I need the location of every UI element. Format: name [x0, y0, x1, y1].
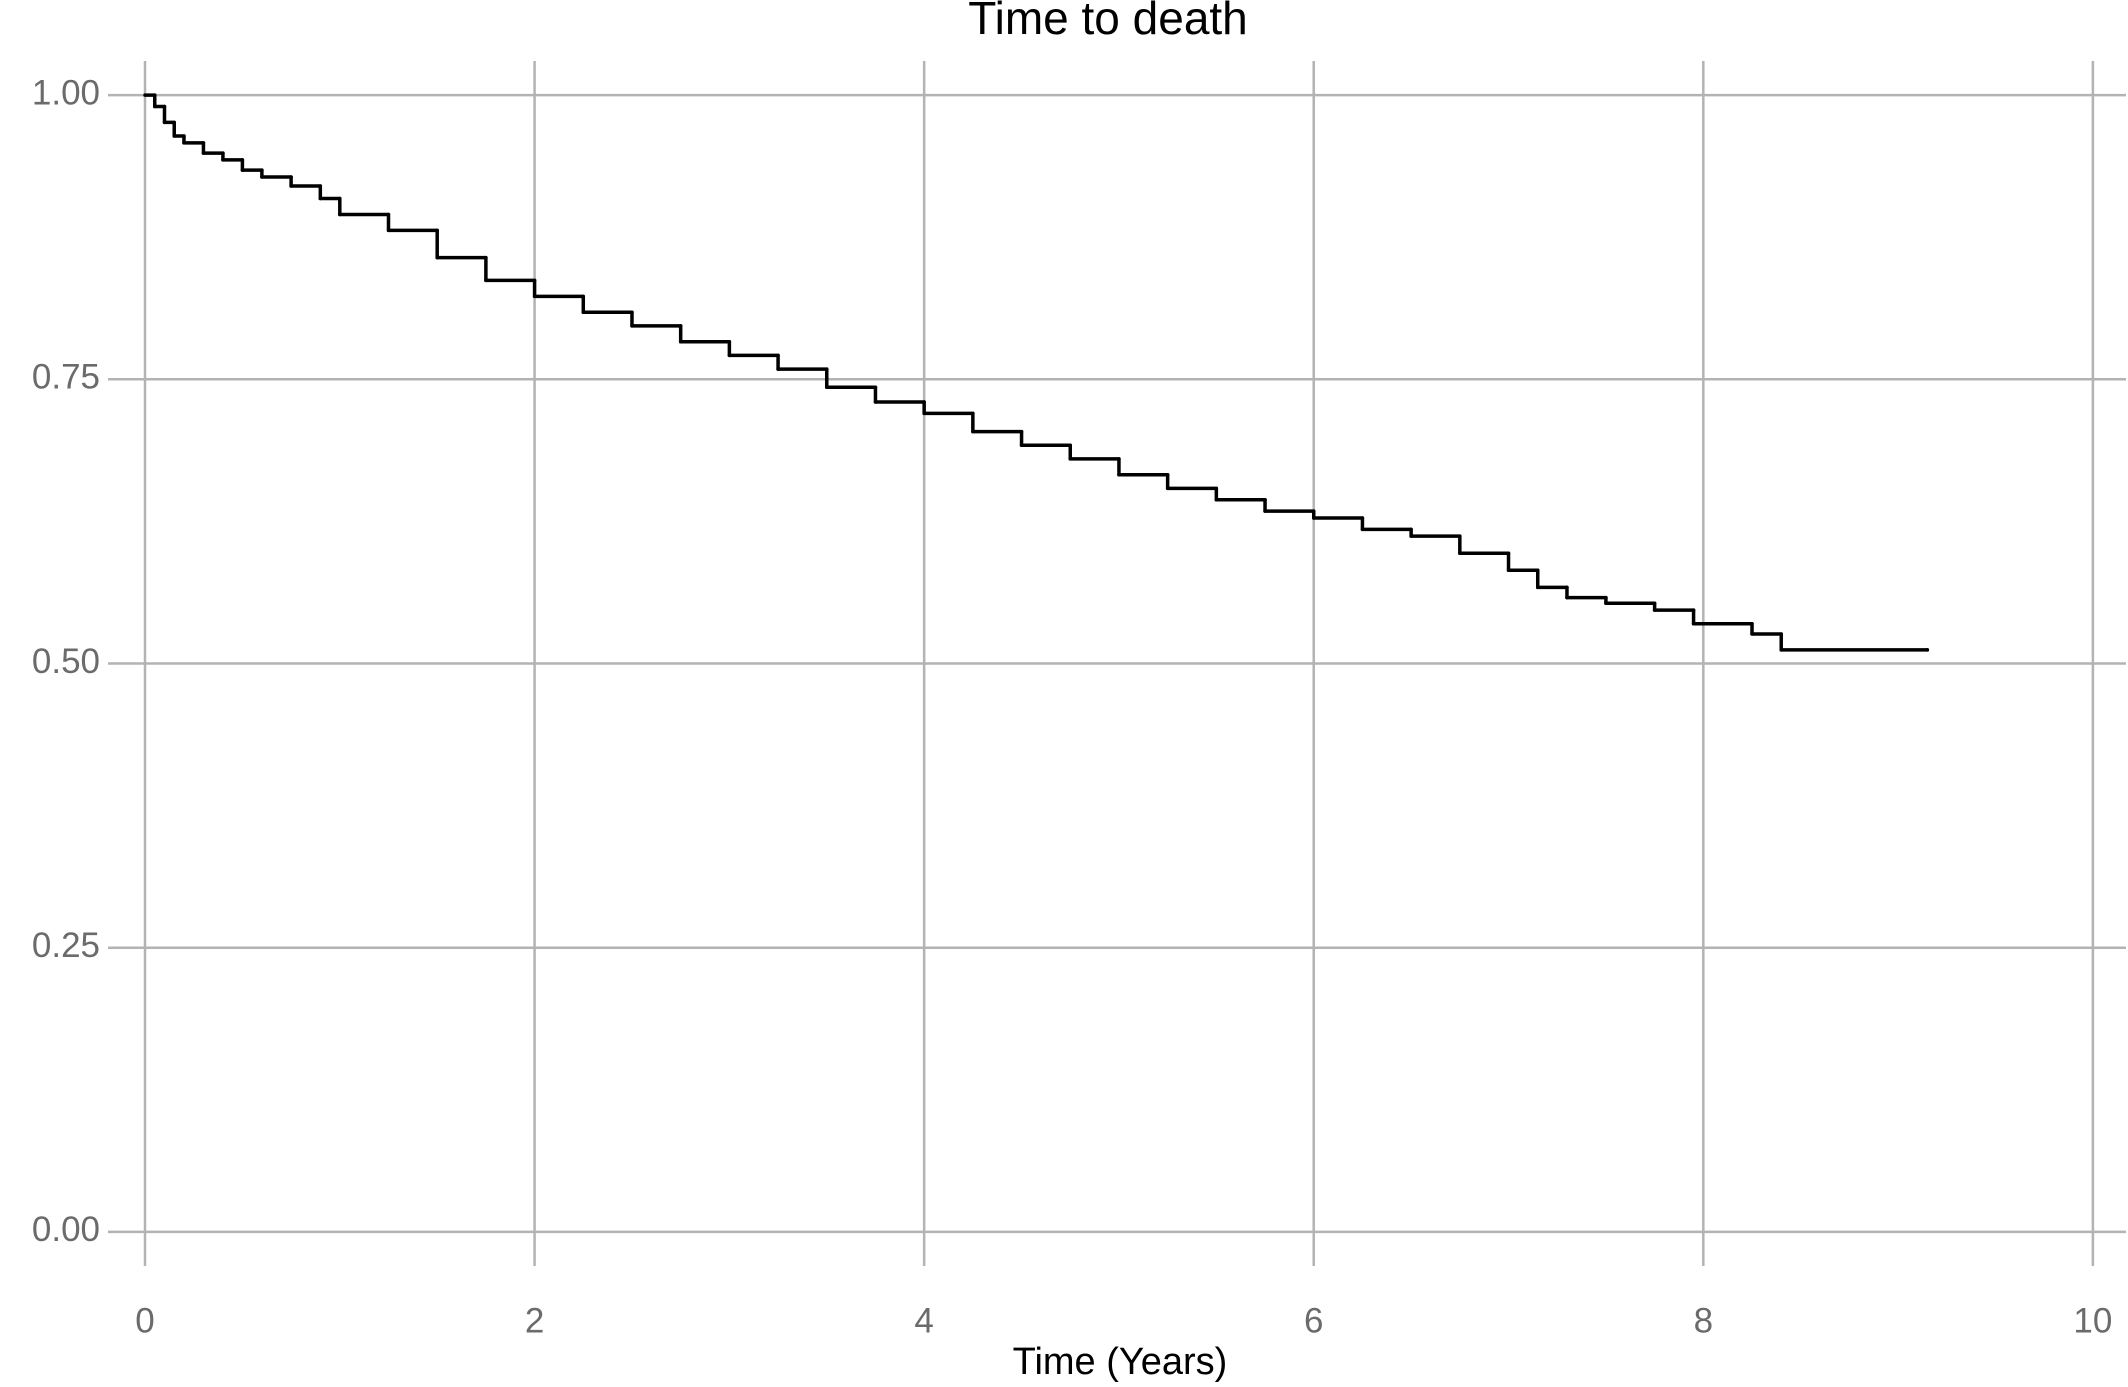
y-tick-label: 0.75 — [32, 358, 100, 397]
chart-title: Time to death — [968, 0, 1248, 44]
x-tick-label: 0 — [135, 1301, 154, 1340]
x-tick-label: 8 — [1694, 1301, 1713, 1340]
y-tick-label: 0.25 — [32, 926, 100, 965]
y-tick-label: 0.50 — [32, 642, 100, 681]
y-tick-label: 1.00 — [32, 73, 100, 112]
x-tick-label: 2 — [525, 1301, 544, 1340]
y-tick-label: 0.00 — [32, 1210, 100, 1249]
x-tick-label: 10 — [2073, 1301, 2112, 1340]
x-tick-label: 4 — [914, 1301, 933, 1340]
x-tick-label: 6 — [1304, 1301, 1323, 1340]
x-axis-title: Time (Years) — [1013, 1341, 1228, 1383]
